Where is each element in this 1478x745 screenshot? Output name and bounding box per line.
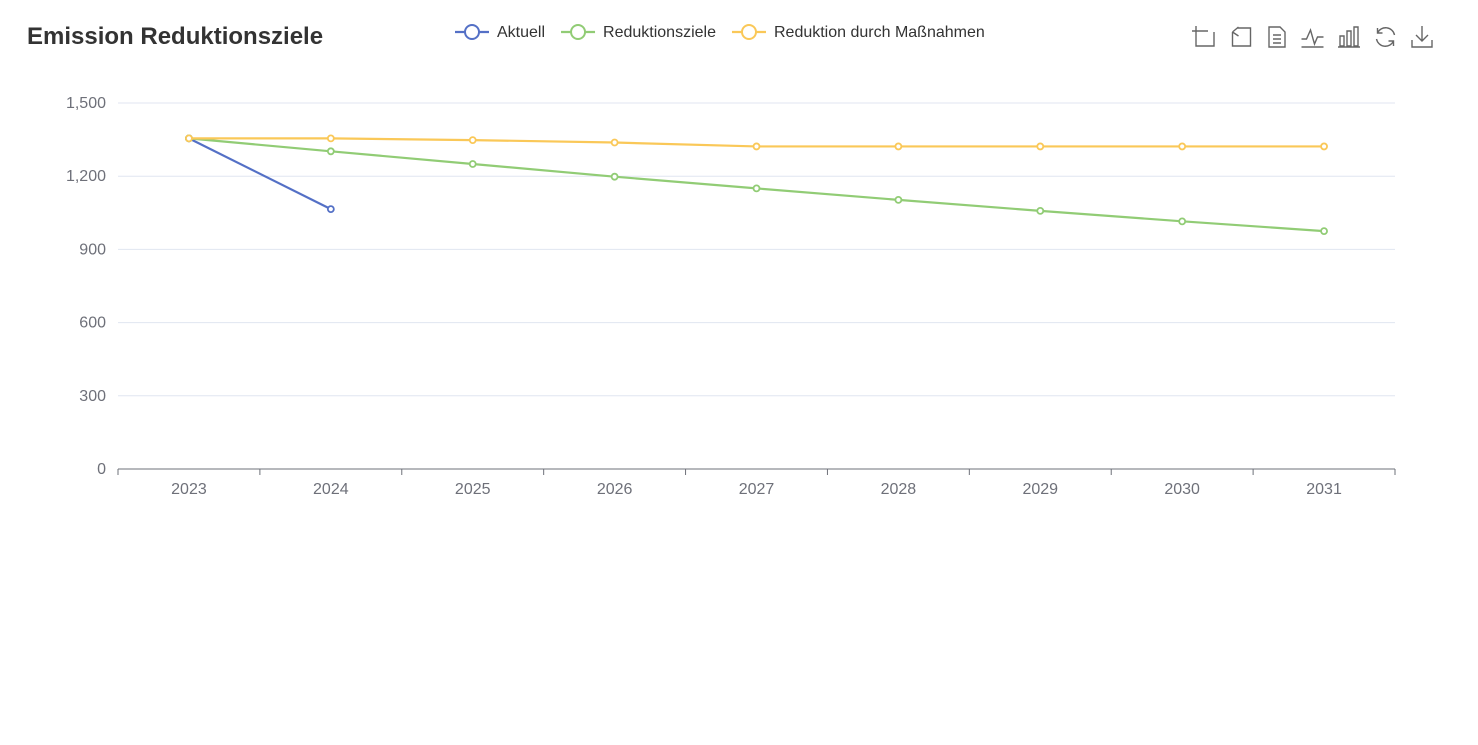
x-axis: 2023 2024 2025 2026 2027 2028 2029 2030 2031 <box>117 468 1396 498</box>
legend-label: Reduktion durch Maßnahmen <box>774 24 985 41</box>
data-point[interactable] <box>610 138 619 147</box>
data-point[interactable] <box>752 184 761 193</box>
y-axis: 0 300 600 900 1,200 1,500 <box>66 95 106 478</box>
grid-lines <box>118 102 1395 397</box>
data-point[interactable] <box>468 136 477 144</box>
toolbox <box>1190 24 1435 50</box>
data-point[interactable] <box>326 205 335 214</box>
line-chart-icon[interactable] <box>1300 24 1326 50</box>
legend-item-3[interactable]: Reduktion durch Maßnahmen <box>731 24 985 41</box>
legend: Aktuell Reduktionsziele Reduktion durch Ma… <box>455 24 985 41</box>
data-view-icon[interactable] <box>1263 24 1289 50</box>
y-tick-label: 1,200 <box>66 168 106 185</box>
data-point[interactable] <box>1036 206 1045 215</box>
y-tick-label: 0 <box>97 461 106 478</box>
data-point[interactable] <box>326 147 335 156</box>
data-point[interactable] <box>752 142 761 151</box>
x-tick-label: 2026 <box>597 481 633 498</box>
legend-circle-icon <box>464 24 480 40</box>
data-point[interactable] <box>610 172 619 181</box>
download-icon[interactable] <box>1409 24 1435 50</box>
zoom-icon[interactable] <box>1190 24 1216 50</box>
x-tick-label: 2027 <box>739 481 775 498</box>
zoom-reset-icon[interactable] <box>1227 24 1253 50</box>
data-point[interactable] <box>1178 142 1187 151</box>
data-point[interactable] <box>326 134 335 143</box>
data-point[interactable] <box>1036 142 1045 151</box>
series-layer <box>185 134 1328 236</box>
data-point[interactable] <box>185 134 193 143</box>
data-point[interactable] <box>894 142 903 151</box>
legend-item-2[interactable]: Reduktionsziele <box>561 24 716 41</box>
x-tick-label: 2023 <box>171 481 207 498</box>
legend-circle-icon <box>740 24 757 40</box>
data-point[interactable] <box>894 195 903 204</box>
data-point[interactable] <box>1320 142 1328 151</box>
series-1 <box>185 134 335 214</box>
data-point[interactable] <box>1320 227 1328 236</box>
x-tick-label: 2024 <box>313 481 349 498</box>
legend-label: Aktuell <box>497 24 545 41</box>
x-tick-label: 2030 <box>1164 481 1200 498</box>
legend-circle-icon <box>570 24 587 40</box>
x-tick-label: 2031 <box>1306 481 1342 498</box>
series-3 <box>185 134 1328 151</box>
data-point[interactable] <box>468 160 477 168</box>
legend-item-1[interactable]: Aktuell <box>455 24 545 41</box>
x-tick-label: 2029 <box>1022 481 1058 498</box>
y-tick-label: 900 <box>79 241 106 258</box>
y-tick-label: 300 <box>79 388 106 405</box>
legend-label: Reduktionsziele <box>603 24 716 41</box>
y-tick-label: 600 <box>79 315 106 332</box>
data-point[interactable] <box>1178 217 1187 226</box>
y-tick-label: 1,500 <box>66 95 106 112</box>
restore-icon[interactable] <box>1373 24 1399 50</box>
bar-chart-icon[interactable] <box>1336 24 1362 50</box>
x-tick-label: 2028 <box>881 481 917 498</box>
series-line <box>188 137 332 211</box>
x-tick-label: 2025 <box>455 481 491 498</box>
chart-title: Emission Reduktionsziele <box>27 23 323 50</box>
